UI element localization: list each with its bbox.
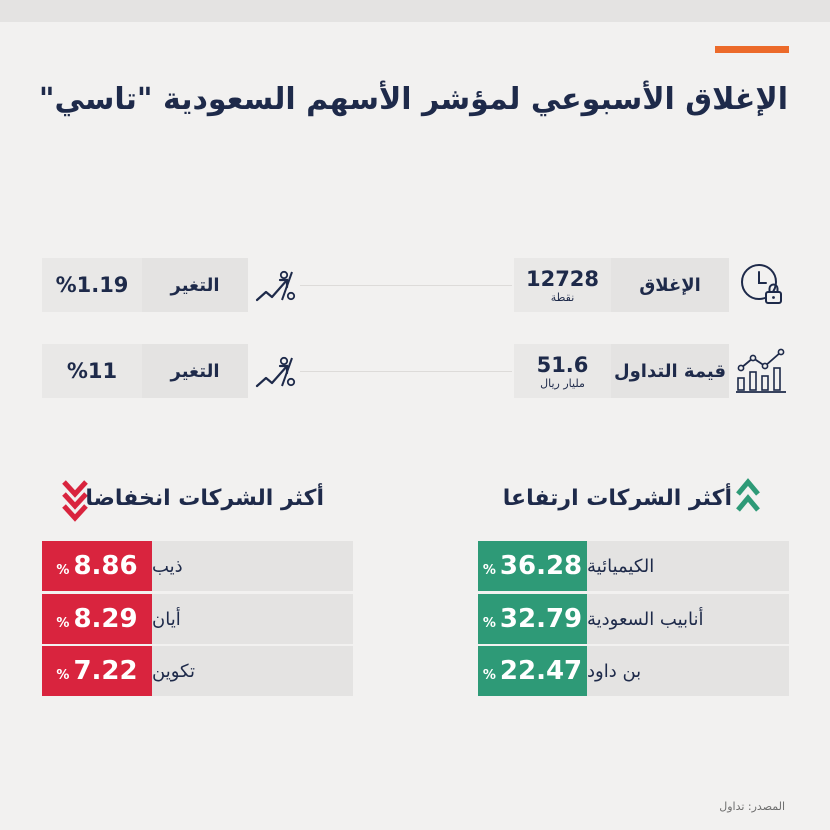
trend-up-percent-icon bbox=[255, 270, 296, 302]
change-number: 22.47 bbox=[499, 656, 583, 686]
change-number: 32.79 bbox=[499, 604, 583, 634]
percent-sign: % bbox=[482, 562, 496, 578]
company-change: % 32.79 bbox=[478, 594, 587, 644]
change-label: التغير bbox=[142, 258, 248, 312]
company-change: % 8.29 bbox=[42, 594, 152, 644]
loser-row: أيان % 8.29 bbox=[0, 594, 830, 644]
change-value: %11 bbox=[42, 344, 142, 398]
trading-unit: مليار ريال bbox=[540, 376, 585, 390]
closing-value: 12728 bbox=[525, 266, 600, 291]
change-number: 8.29 bbox=[73, 604, 138, 634]
gainers-heading: أكثر الشركات ارتفاعا bbox=[502, 485, 732, 511]
gainer-row: الكيميائية % 36.28 bbox=[0, 541, 830, 591]
divider-line bbox=[300, 371, 512, 372]
company-change: % 7.22 bbox=[42, 646, 152, 696]
trading-value: 51.6 bbox=[536, 352, 589, 377]
accent-bar bbox=[715, 46, 789, 53]
change-number: 8.86 bbox=[73, 551, 138, 581]
stat-row-trading-value: %11 التغير 51.6 مليار ريال قيمة التداول bbox=[0, 344, 830, 398]
change-value: %1.19 bbox=[42, 258, 142, 312]
divider-line bbox=[300, 285, 512, 286]
gainer-row: بن داود % 22.47 bbox=[0, 646, 830, 696]
change-number: 7.22 bbox=[73, 656, 138, 686]
top-bar bbox=[0, 0, 830, 22]
percent-sign: % bbox=[482, 615, 496, 631]
double-chevron-down-icon bbox=[62, 480, 88, 522]
closing-value-box: 12728 نقطة bbox=[514, 258, 611, 312]
company-change: % 36.28 bbox=[478, 541, 587, 591]
losers-heading: أكثر الشركات انخفاضا bbox=[85, 485, 324, 511]
change-label: التغير bbox=[142, 344, 248, 398]
loser-row: تكوين % 7.22 bbox=[0, 646, 830, 696]
company-name: بن داود bbox=[587, 646, 789, 696]
company-name: أنابيب السعودية bbox=[587, 594, 789, 644]
percent-sign: % bbox=[482, 667, 496, 683]
loser-row: ذيب % 8.86 bbox=[0, 541, 830, 591]
page-title: الإغلاق الأسبوعي لمؤشر الأسهم السعودية "… bbox=[38, 82, 788, 117]
company-name: أيان bbox=[152, 594, 353, 644]
stat-row-closing: %1.19 التغير 12728 نقطة الإغلاق bbox=[0, 258, 830, 312]
clock-lock-icon bbox=[741, 264, 782, 304]
bar-chart-trend-icon bbox=[736, 348, 786, 393]
company-name: ذيب bbox=[152, 541, 353, 591]
company-name: الكيميائية bbox=[587, 541, 789, 591]
percent-sign: % bbox=[56, 615, 70, 631]
company-name: تكوين bbox=[152, 646, 353, 696]
company-change: % 8.86 bbox=[42, 541, 152, 591]
percent-sign: % bbox=[56, 562, 70, 578]
percent-sign: % bbox=[56, 667, 70, 683]
trading-label: قيمة التداول bbox=[611, 344, 729, 398]
source-note: المصدر: تداول bbox=[719, 800, 785, 813]
closing-label: الإغلاق bbox=[611, 258, 729, 312]
company-change: % 22.47 bbox=[478, 646, 587, 696]
double-chevron-up-icon bbox=[736, 478, 760, 512]
gainer-row: أنابيب السعودية % 32.79 bbox=[0, 594, 830, 644]
trend-up-percent-icon bbox=[255, 356, 296, 388]
trading-value-box: 51.6 مليار ريال bbox=[514, 344, 611, 398]
change-number: 36.28 bbox=[499, 551, 583, 581]
closing-unit: نقطة bbox=[550, 290, 575, 304]
